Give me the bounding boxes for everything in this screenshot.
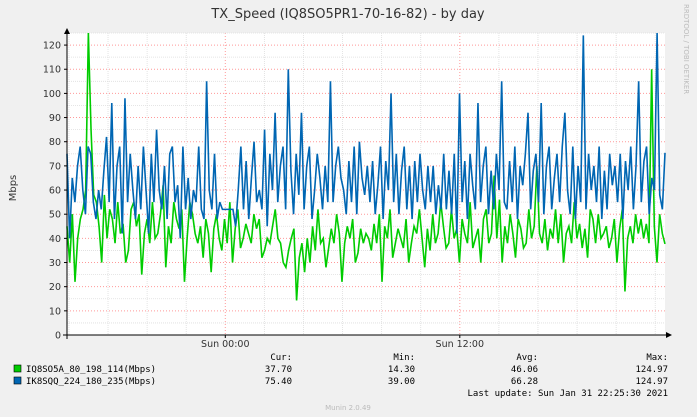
legend-header-cur: Cur: <box>270 353 292 363</box>
legend-swatch-series2 <box>13 376 22 385</box>
legend-series1-min: 14.30 <box>388 365 415 375</box>
legend-series2-name: IK8SQQ_224_180_235(Mbps) <box>26 377 156 387</box>
series-line-iq8so5a <box>66 33 666 301</box>
legend: Cur: Min: Avg: Max: IQ8SO5A_80_198_114(M… <box>13 353 668 399</box>
legend-header-min: Min: <box>393 353 415 363</box>
y-tick-label: 80 <box>49 137 61 148</box>
last-update: Last update: Sun Jan 31 22:25:30 2021 <box>468 389 668 399</box>
y-tick-label: 120 <box>43 41 61 52</box>
legend-header-avg: Avg: <box>516 353 538 363</box>
legend-series1-max: 124.97 <box>635 365 668 375</box>
y-tick-label: 30 <box>49 258 61 269</box>
x-axis-arrow <box>666 332 672 338</box>
y-tick-label: 110 <box>43 65 61 76</box>
legend-series2-max: 124.97 <box>635 377 668 387</box>
y-tick-label: 40 <box>49 234 61 245</box>
axes <box>63 28 672 339</box>
y-axis-arrow <box>64 28 70 34</box>
legend-series2-cur: 75.40 <box>265 377 292 387</box>
series-line-ik8sqq <box>66 33 666 239</box>
x-tick-label: Sun 00:00 <box>201 339 249 350</box>
y-tick-label: 60 <box>49 186 61 197</box>
legend-header-max: Max: <box>646 353 668 363</box>
legend-series1-avg: 46.06 <box>511 365 538 375</box>
y-tick-label: 50 <box>49 210 61 221</box>
y-tick-label: 70 <box>49 161 61 172</box>
side-label: RRDTOOL / TOBI OETIKER <box>682 4 690 94</box>
legend-series1-cur: 37.70 <box>265 365 292 375</box>
y-tick-label: 0 <box>55 331 61 342</box>
legend-series2-avg: 66.28 <box>511 377 538 387</box>
y-axis-label: Mbps <box>8 175 19 202</box>
legend-swatch-series1 <box>13 364 22 373</box>
x-tick-label: Sun 12:00 <box>436 339 484 350</box>
y-tick-label: 90 <box>49 113 61 124</box>
legend-series1-name: IQ8SO5A_80_198_114(Mbps) <box>26 365 156 375</box>
y-tick-label: 100 <box>43 89 61 100</box>
chart-title: TX_Speed (IQ8SO5PR1-70-16-82) - by day <box>210 7 485 22</box>
y-tick-label: 20 <box>49 282 61 293</box>
footer-version: Munin 2.0.49 <box>325 404 371 412</box>
series-lines <box>66 33 666 301</box>
legend-series2-min: 39.00 <box>388 377 415 387</box>
y-tick-label: 10 <box>49 306 61 317</box>
